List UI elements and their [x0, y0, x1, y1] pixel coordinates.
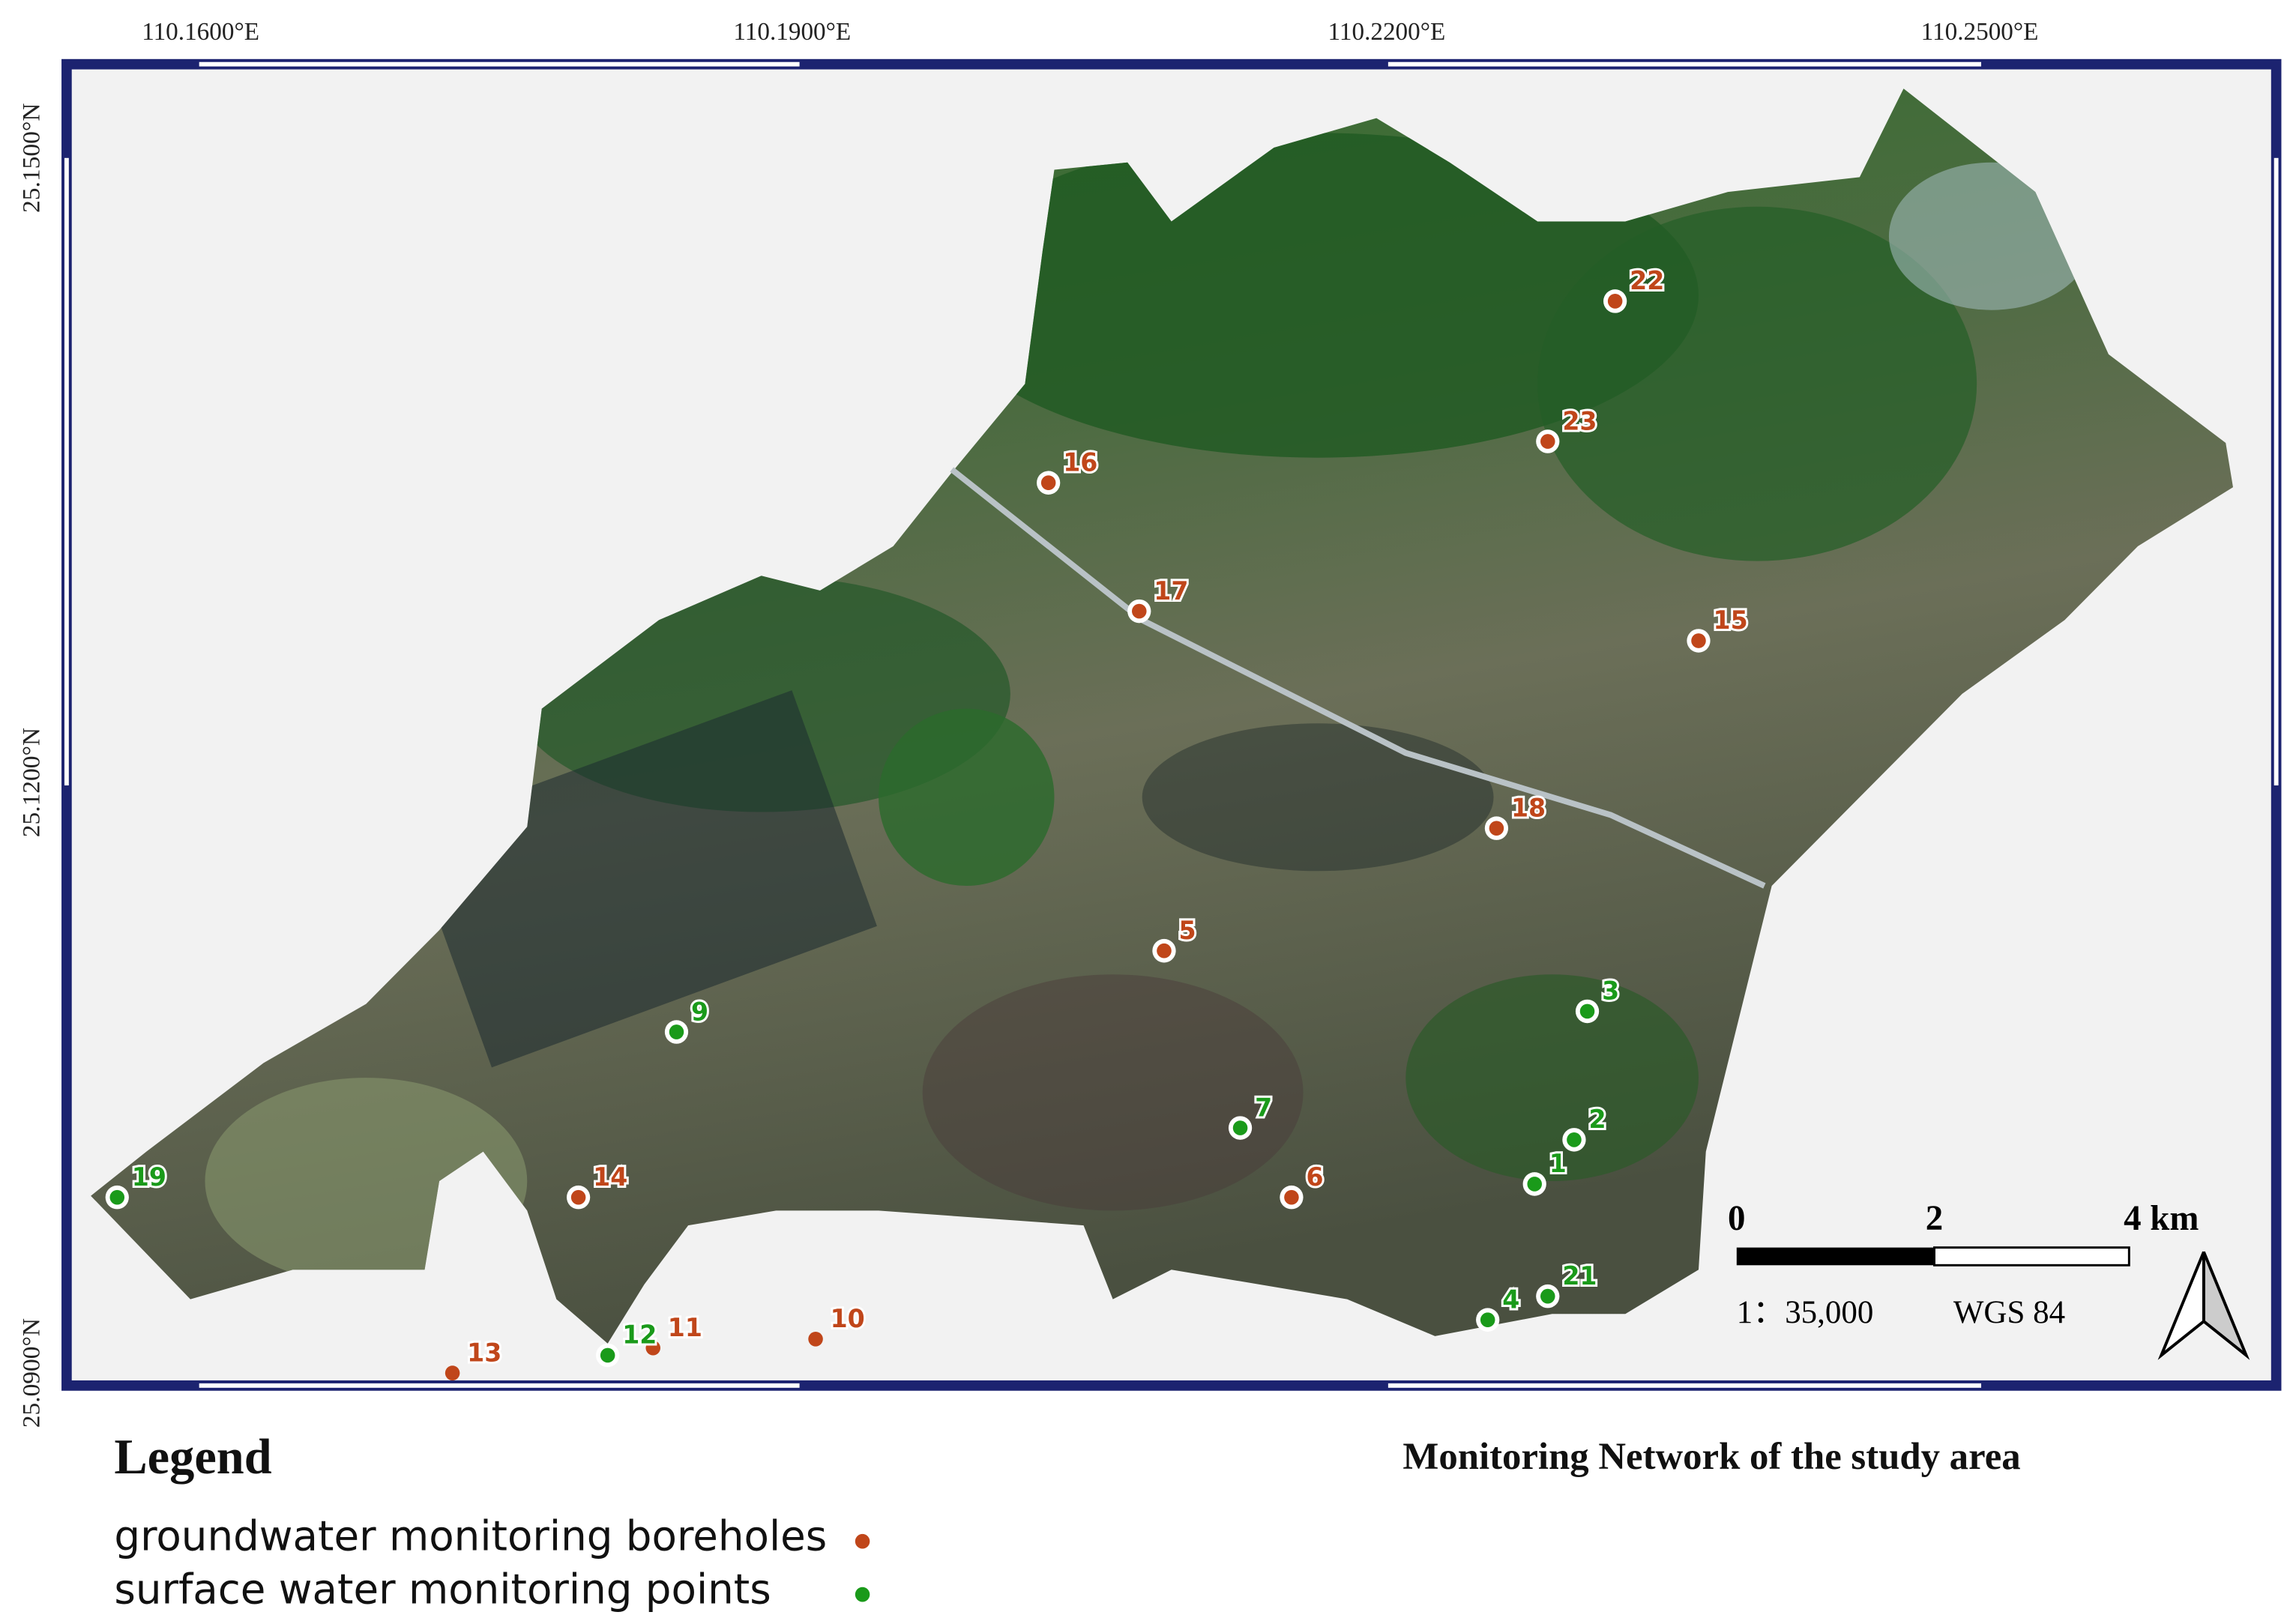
longitude-label: 110.1900°E [733, 18, 851, 46]
longitude-label: 110.1600°E [142, 18, 259, 46]
point-dot [1489, 821, 1504, 836]
point-dot [1040, 475, 1056, 491]
point-dot [1579, 1003, 1595, 1019]
point-dot [1284, 1189, 1299, 1205]
longitude-label: 110.2200°E [1328, 18, 1446, 46]
point-dot [1157, 943, 1172, 959]
scale-label: 4 km [2124, 1199, 2199, 1238]
datum: WGS 84 [1953, 1295, 2065, 1330]
point-label: 6 [1306, 1162, 1323, 1192]
monitoring-point: 6 [1280, 1160, 1326, 1210]
point-label: 1 [1549, 1149, 1567, 1178]
point-label: 2 [1588, 1105, 1606, 1134]
point-dot [1607, 294, 1623, 309]
latitude-label: 25.0900°N [18, 1318, 46, 1428]
point-dot [669, 1024, 684, 1039]
point-label: 13 [467, 1338, 501, 1367]
point-label: 11 [668, 1313, 702, 1342]
longitude-label: 110.2500°E [1921, 18, 2039, 46]
monitoring-point: 18 [1484, 791, 1548, 840]
monitoring-point: 21 [1536, 1259, 1599, 1308]
monitoring-point: 23 [1536, 404, 1599, 453]
point-label: 17 [1154, 576, 1188, 606]
scale-label: 2 [1926, 1199, 1943, 1238]
point-dot [1691, 633, 1706, 648]
point-label: 3 [1602, 976, 1619, 1006]
point-label: 7 [1255, 1093, 1272, 1122]
point-dot [570, 1189, 586, 1205]
scale-ratio: 1：35,000 [1737, 1295, 1874, 1330]
monitoring-point: 14 [566, 1160, 630, 1210]
legend-marker [855, 1587, 870, 1602]
point-dot [1567, 1132, 1582, 1147]
monitoring-point: 10 [808, 1302, 867, 1347]
point-dot [1132, 603, 1147, 619]
monitoring-point: 13 [445, 1335, 504, 1380]
map-title: Monitoring Network of the study area [1402, 1436, 2020, 1478]
north-arrow [2157, 1251, 2250, 1360]
monitoring-point: 19 [105, 1160, 169, 1210]
point-label: 5 [1179, 916, 1196, 945]
legend-label: surface water monitoring points [114, 1565, 771, 1613]
point-dot [808, 1331, 823, 1347]
point-label: 23 [1562, 406, 1597, 435]
frame-ticks [64, 61, 2279, 1388]
point-dot [1540, 434, 1555, 449]
monitoring-point: 17 [1127, 574, 1190, 624]
point-label: 15 [1714, 606, 1748, 635]
point-label: 21 [1562, 1261, 1597, 1291]
latitude-label: 25.1200°N [18, 728, 46, 837]
legend-title: Legend [114, 1430, 271, 1485]
monitoring-point: 22 [1603, 264, 1666, 313]
point-label: 12 [622, 1320, 657, 1350]
latitude-label: 25.1500°N [18, 103, 46, 213]
point-label: 4 [1502, 1285, 1519, 1314]
point-label: 16 [1063, 447, 1097, 477]
monitoring-point: 5 [1152, 914, 1199, 963]
point-dot [645, 1340, 661, 1356]
point-label: 9 [691, 997, 708, 1026]
point-label: 14 [593, 1162, 627, 1192]
point-dot [1540, 1288, 1555, 1304]
monitoring-point: 16 [1037, 445, 1100, 495]
point-dot [1527, 1177, 1542, 1192]
monitoring-point: 15 [1687, 603, 1750, 653]
point-dot [1480, 1312, 1495, 1328]
point-label: 19 [132, 1162, 166, 1192]
scale-label: 0 [1728, 1199, 1745, 1238]
monitoring-point: 2 [1562, 1102, 1609, 1152]
monitoring-point: 3 [1575, 974, 1621, 1024]
legend-label: groundwater monitoring boreholes [114, 1512, 827, 1560]
point-dot [445, 1365, 460, 1380]
point-label: 22 [1630, 266, 1664, 295]
monitoring-point: 4 [1476, 1282, 1522, 1332]
monitoring-point: 9 [664, 994, 711, 1044]
scale-bar: 0 2 4 km 1：35,000 WGS 84 [1728, 1199, 2199, 1330]
monitoring-point: 7 [1228, 1090, 1274, 1140]
point-dot [109, 1189, 125, 1205]
legend-marker [855, 1533, 870, 1549]
point-dot [1232, 1120, 1248, 1135]
monitoring-point: 12 [596, 1318, 659, 1368]
monitoring-point: 1 [1522, 1147, 1569, 1196]
monitoring-point: 11 [645, 1311, 705, 1356]
point-label: 18 [1511, 793, 1546, 822]
point-dot [600, 1347, 615, 1363]
point-label: 10 [831, 1304, 865, 1333]
